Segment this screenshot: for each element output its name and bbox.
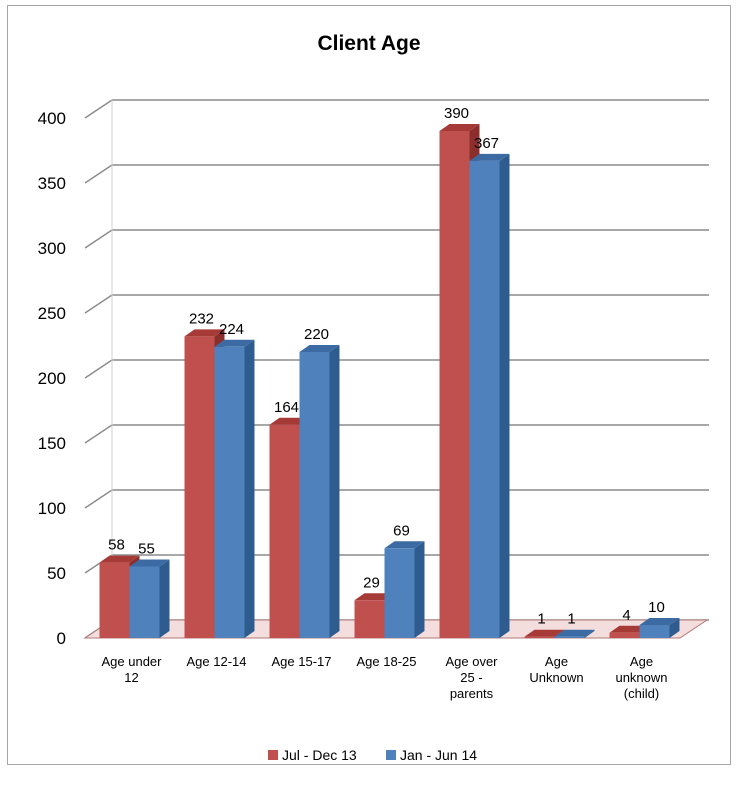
bar	[214, 346, 245, 638]
bar	[524, 636, 555, 638]
data-label: 1	[567, 611, 575, 628]
y-tick-label: 200	[38, 369, 66, 388]
data-label: 58	[108, 537, 125, 554]
data-label: 232	[189, 310, 214, 327]
x-tick-label-line: 12	[124, 670, 138, 685]
bar-top	[554, 629, 595, 637]
bar	[129, 566, 160, 638]
bar	[439, 131, 470, 638]
bar-top	[129, 559, 170, 567]
gridline	[84, 164, 113, 184]
bar-top	[384, 541, 425, 549]
x-tick-label-line: Age under	[102, 654, 163, 669]
x-tick-label-line: (child)	[624, 686, 659, 701]
bar-side	[244, 339, 255, 638]
gridline	[84, 359, 113, 379]
y-tick-label: 250	[38, 304, 66, 323]
bar-side	[669, 618, 680, 638]
bar	[99, 562, 130, 638]
bar	[609, 632, 640, 638]
y-tick-label: 300	[38, 239, 66, 258]
x-tick-label-line: unknown	[615, 670, 667, 685]
bar-top	[184, 329, 225, 337]
x-tick-label: Age over 25 -parents	[445, 654, 498, 701]
data-label: 10	[648, 599, 665, 616]
bar-top	[639, 618, 680, 625]
bar-side	[329, 345, 340, 638]
x-tick-label-line: Age over	[445, 654, 498, 669]
x-tick-label-line: Age	[545, 654, 568, 669]
x-tick-label-line: Age 12-14	[187, 654, 247, 669]
gridline	[84, 424, 113, 444]
bar-top	[439, 124, 480, 131]
data-label: 367	[474, 135, 499, 152]
legend-label: Jan - Jun 14	[400, 747, 477, 763]
bar-top	[299, 345, 340, 352]
data-label: 55	[138, 541, 155, 558]
gridline	[84, 99, 113, 119]
chart-title: Client Age	[317, 32, 421, 55]
bar	[269, 424, 300, 638]
x-tick-label-line: Unknown	[529, 670, 583, 685]
gridline	[84, 294, 113, 314]
y-tick-label: 50	[47, 564, 66, 583]
data-label: 164	[274, 399, 299, 416]
bar-top	[99, 555, 140, 563]
bar-top	[469, 153, 510, 161]
x-tick-label: Age Unknown	[529, 654, 583, 685]
bar-top	[524, 629, 565, 637]
y-tick-label: 350	[38, 174, 66, 193]
bar	[354, 600, 385, 638]
bar	[184, 336, 215, 638]
y-tick-label: 150	[38, 434, 66, 453]
data-label: 220	[304, 326, 329, 343]
bar-side	[159, 559, 170, 638]
data-label: 224	[219, 321, 244, 338]
x-tick-label: Age under 12	[102, 654, 163, 685]
x-tick-label-line: 25 -	[460, 670, 482, 685]
bar	[639, 625, 670, 638]
gridline	[84, 489, 113, 509]
data-label: 69	[393, 522, 410, 539]
x-tick-label: Age 18-25	[357, 654, 417, 669]
legend-swatch	[386, 750, 396, 760]
bar-top	[214, 339, 255, 347]
data-label: 29	[363, 574, 380, 591]
bar-side	[584, 629, 595, 638]
x-tick-label: Age unknown (child)	[615, 654, 667, 701]
legend-label: Jul - Dec 13	[282, 747, 357, 763]
bar-side	[414, 541, 425, 638]
y-tick-label: 100	[38, 499, 66, 518]
data-label: 1	[537, 611, 545, 628]
bar	[554, 636, 585, 638]
gridline	[84, 229, 113, 249]
y-tick-label: 400	[38, 109, 66, 128]
x-tick-label: Age 15-17	[272, 654, 332, 669]
x-tick-label-line: Age 18-25	[357, 654, 417, 669]
bar-side	[499, 153, 510, 638]
data-label: 4	[622, 607, 630, 624]
x-tick-label-line: Age 15-17	[272, 654, 332, 669]
legend-swatch	[268, 750, 278, 760]
bar	[469, 160, 500, 638]
x-tick-label-line: Age	[630, 654, 653, 669]
data-label: 390	[444, 105, 469, 122]
x-tick-label-line: parents	[450, 686, 494, 701]
bar	[299, 352, 330, 638]
bar	[384, 548, 415, 638]
y-tick-label: 0	[57, 629, 66, 648]
x-tick-label: Age 12-14	[187, 654, 247, 669]
